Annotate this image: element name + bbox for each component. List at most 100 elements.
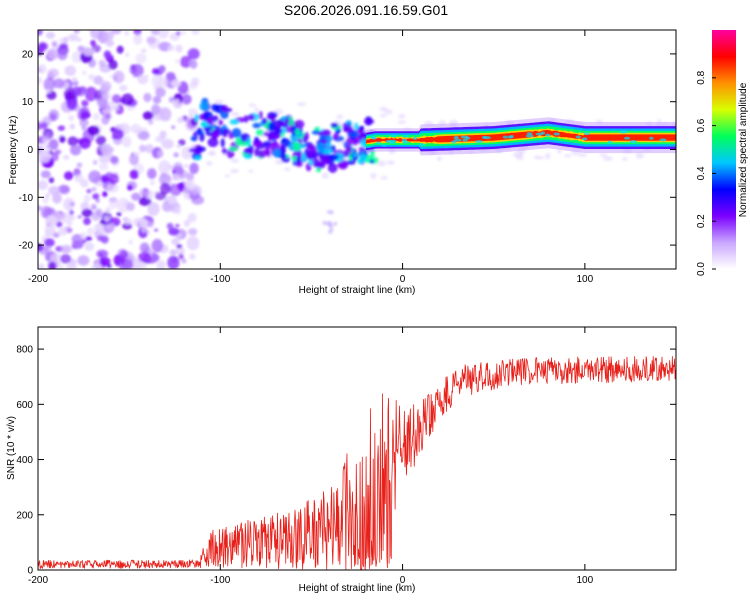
heatmap-cell xyxy=(181,115,189,122)
heatmap-cell xyxy=(160,172,167,177)
heatmap-cell xyxy=(48,177,55,184)
heatmap-cell xyxy=(255,140,262,147)
heatmap-cell xyxy=(92,112,100,121)
ridge-ripple xyxy=(583,132,590,136)
colorbar-tick-label: 0.8 xyxy=(696,70,707,84)
heatmap-cell xyxy=(111,30,122,35)
colorbar-gradient xyxy=(712,30,736,269)
ridge-ripple xyxy=(418,143,426,147)
spectrogram-y-axis-label: Frequency (Hz) xyxy=(8,116,19,185)
heatmap-cell xyxy=(108,59,118,70)
heatmap-cell xyxy=(66,96,78,111)
heatmap-cell xyxy=(397,120,407,125)
heatmap-cell xyxy=(123,218,133,225)
heatmap-cell xyxy=(146,230,152,235)
heatmap-cell xyxy=(42,196,49,204)
heatmap-cell xyxy=(174,207,182,215)
heatmap-cell xyxy=(98,163,109,171)
heatmap-cell xyxy=(157,150,164,158)
heatmap-cell xyxy=(44,238,55,247)
heatmap-cell xyxy=(138,218,149,228)
heatmap-cell xyxy=(47,68,59,78)
heatmap-cell xyxy=(149,179,155,186)
snr-y-axis-label: SNR (10 * v/v) xyxy=(6,416,17,480)
heatmap-cell xyxy=(220,138,225,148)
spectrogram-x-tick-label: 0 xyxy=(400,274,406,285)
heatmap-cell xyxy=(188,113,194,119)
ridge-ripple xyxy=(453,138,462,142)
ridge-ripple xyxy=(581,137,588,141)
heatmap-cell xyxy=(280,138,291,148)
heatmap-cell xyxy=(191,30,200,35)
spectrogram-y-tick-label: -20 xyxy=(19,241,34,252)
heatmap-cell xyxy=(147,202,160,217)
heatmap-cell xyxy=(363,118,375,125)
heatmap-cell xyxy=(353,139,358,146)
heatmap-cell xyxy=(156,30,169,39)
heatmap-cell xyxy=(345,160,356,165)
heatmap-cell xyxy=(191,195,205,205)
heatmap-cell xyxy=(60,254,72,263)
heatmap-cell xyxy=(556,149,562,154)
heatmap-cell xyxy=(57,125,66,131)
heatmap-cell xyxy=(185,180,196,191)
heatmap-cell xyxy=(119,84,128,92)
heatmap-cell xyxy=(283,167,291,172)
snr-y-tick-label: 800 xyxy=(16,345,33,356)
heatmap-cell xyxy=(178,139,186,146)
heatmap-cell xyxy=(82,48,95,57)
ridge-band-layer xyxy=(366,129,676,144)
heatmap-cell xyxy=(436,156,442,162)
heatmap-cell xyxy=(308,146,318,154)
heatmap-cell xyxy=(307,151,314,160)
heatmap-cell xyxy=(96,235,105,242)
heatmap-cell xyxy=(267,114,275,121)
heatmap-cell xyxy=(222,127,228,138)
heatmap-cell xyxy=(143,92,152,103)
heatmap-cell xyxy=(105,207,111,213)
heatmap-cell xyxy=(71,240,84,249)
heatmap-cell xyxy=(281,153,287,159)
heatmap-cell xyxy=(321,129,331,136)
heatmap-cell xyxy=(38,180,49,190)
snr-panel: -200 -100 0 100 0 200 400 600 800 Height of stra… xyxy=(6,326,677,594)
heatmap-cell xyxy=(102,108,111,115)
snr-y-tick-label: 200 xyxy=(16,510,33,521)
heatmap-cell xyxy=(63,197,75,211)
heatmap-cell xyxy=(186,172,195,181)
heatmap-cell xyxy=(144,74,149,79)
ridge-ripple xyxy=(619,130,628,134)
heatmap-cell xyxy=(160,182,171,195)
ridge-ripple xyxy=(509,134,514,138)
heatmap-cell xyxy=(87,125,100,136)
heatmap-cell xyxy=(45,31,56,39)
heatmap-cell xyxy=(186,235,200,251)
heatmap-cell xyxy=(71,51,83,64)
heatmap-cell xyxy=(50,152,59,162)
spectrogram-heatmap xyxy=(38,30,676,269)
spectrogram-y-tick-label: -10 xyxy=(19,193,34,204)
heatmap-cell xyxy=(88,170,102,184)
heatmap-cell xyxy=(113,70,125,84)
heatmap-cell xyxy=(98,59,106,67)
heatmap-cell xyxy=(189,59,198,69)
heatmap-cell xyxy=(45,229,53,236)
colorbar: 0.0 0.2 0.4 0.6 0.8 Normalized spectral ampl… xyxy=(696,30,749,276)
heatmap-cell xyxy=(92,160,98,165)
ridge-ripple xyxy=(553,132,561,136)
heatmap-cell xyxy=(45,89,51,93)
heatmap-cell xyxy=(316,142,326,153)
ridge-ripple xyxy=(376,141,381,145)
ridge-ripple xyxy=(465,136,471,140)
heatmap-cell xyxy=(110,155,119,165)
heatmap-cell xyxy=(280,145,287,154)
heatmap-cell xyxy=(176,144,181,149)
heatmap-cell xyxy=(38,263,45,269)
heatmap-cell xyxy=(43,77,56,92)
heatmap-cell xyxy=(327,163,338,173)
heatmap-cell xyxy=(108,173,119,185)
heatmap-cell xyxy=(57,227,68,236)
heatmap-cell xyxy=(328,229,333,234)
heatmap-cell xyxy=(116,45,124,54)
heatmap-cell xyxy=(126,202,135,212)
